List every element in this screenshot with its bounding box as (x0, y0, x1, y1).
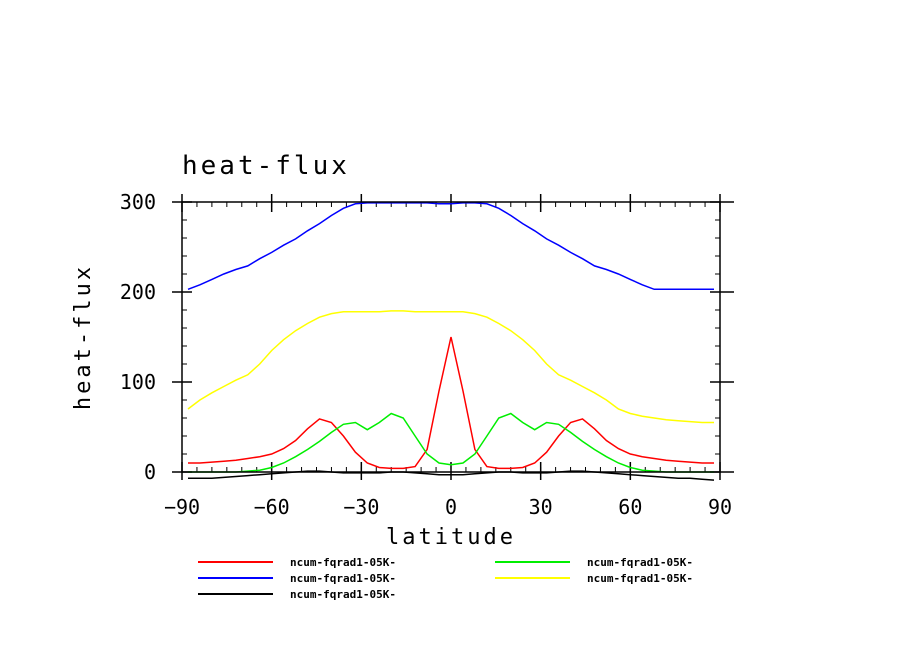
series-line-2 (187, 202, 714, 291)
series-line-5 (187, 310, 714, 424)
chart-title: heat-flux (182, 151, 350, 181)
legend: ncum-fqrad1-05K-ncum-fqrad1-05K-ncum-fqr… (198, 556, 693, 601)
x-tick-label: 0 (445, 495, 457, 519)
series-lines (187, 202, 715, 481)
x-tick-label: 30 (529, 495, 553, 519)
legend-label-4: ncum-fqrad1-05K- (587, 556, 693, 569)
x-tick-label: −90 (164, 495, 200, 519)
y-axis-label: heat-flux (71, 264, 96, 410)
plot-frame (181, 201, 721, 473)
series-line-4 (188, 412, 714, 473)
x-tick-label: −30 (343, 495, 379, 519)
legend-label-2: ncum-fqrad1-05K- (290, 572, 396, 585)
y-tick-label: 200 (120, 280, 156, 304)
series-line-1 (188, 336, 714, 470)
legend-label-1: ncum-fqrad1-05K- (290, 556, 396, 569)
x-tick-label: −60 (254, 495, 290, 519)
tick-labels: −90 −60 −30 0 30 60 90 0 100 200 300 (120, 190, 732, 519)
legend-label-3: ncum-fqrad1-05K- (290, 588, 396, 601)
y-tick-label: 100 (120, 370, 156, 394)
ticks (172, 194, 734, 480)
y-tick-label: 0 (144, 460, 156, 484)
series-line-3 (188, 470, 715, 481)
x-tick-label: 90 (708, 495, 732, 519)
x-tick-label: 60 (618, 495, 642, 519)
legend-label-5: ncum-fqrad1-05K- (587, 572, 693, 585)
y-tick-label: 300 (120, 190, 156, 214)
x-axis-label: latitude (386, 525, 516, 550)
